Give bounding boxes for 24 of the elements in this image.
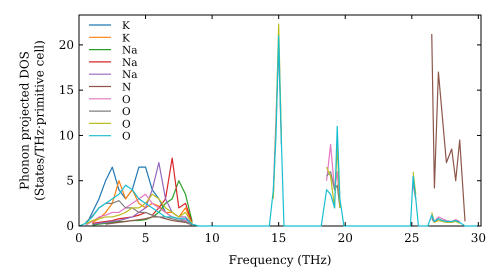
legend-label: O: [122, 106, 131, 118]
x-tick-label: 15: [271, 231, 286, 245]
legend-label: K: [122, 20, 130, 32]
x-tick-label: 20: [338, 231, 353, 245]
x-tick-label: 25: [404, 231, 420, 245]
legend-label: K: [122, 32, 130, 44]
legend-label: Na: [122, 44, 138, 57]
x-tick-label: 5: [142, 231, 150, 245]
legend-label: Na: [122, 69, 138, 82]
x-tick-label: 30: [470, 231, 486, 245]
y-axis-title: Phonon projected DOS (States/THz·primitive cell): [18, 40, 46, 201]
y-tick-label: 0: [66, 219, 74, 233]
y-tick-label: 15: [58, 83, 74, 98]
legend-label: Na: [122, 56, 138, 69]
legend-label: O: [122, 118, 131, 130]
y-tick-label: 20: [58, 38, 74, 52]
x-tick-label: 10: [204, 231, 220, 245]
legend-label: N: [122, 82, 132, 94]
x-axis-title: Frequency (THz): [228, 253, 332, 267]
x-tick-label: 0: [75, 231, 83, 245]
legend-label: O: [122, 130, 131, 143]
y-tick-label: 10: [58, 128, 74, 142]
y-tick-label: 5: [66, 174, 74, 188]
legend-label: O: [122, 94, 131, 106]
